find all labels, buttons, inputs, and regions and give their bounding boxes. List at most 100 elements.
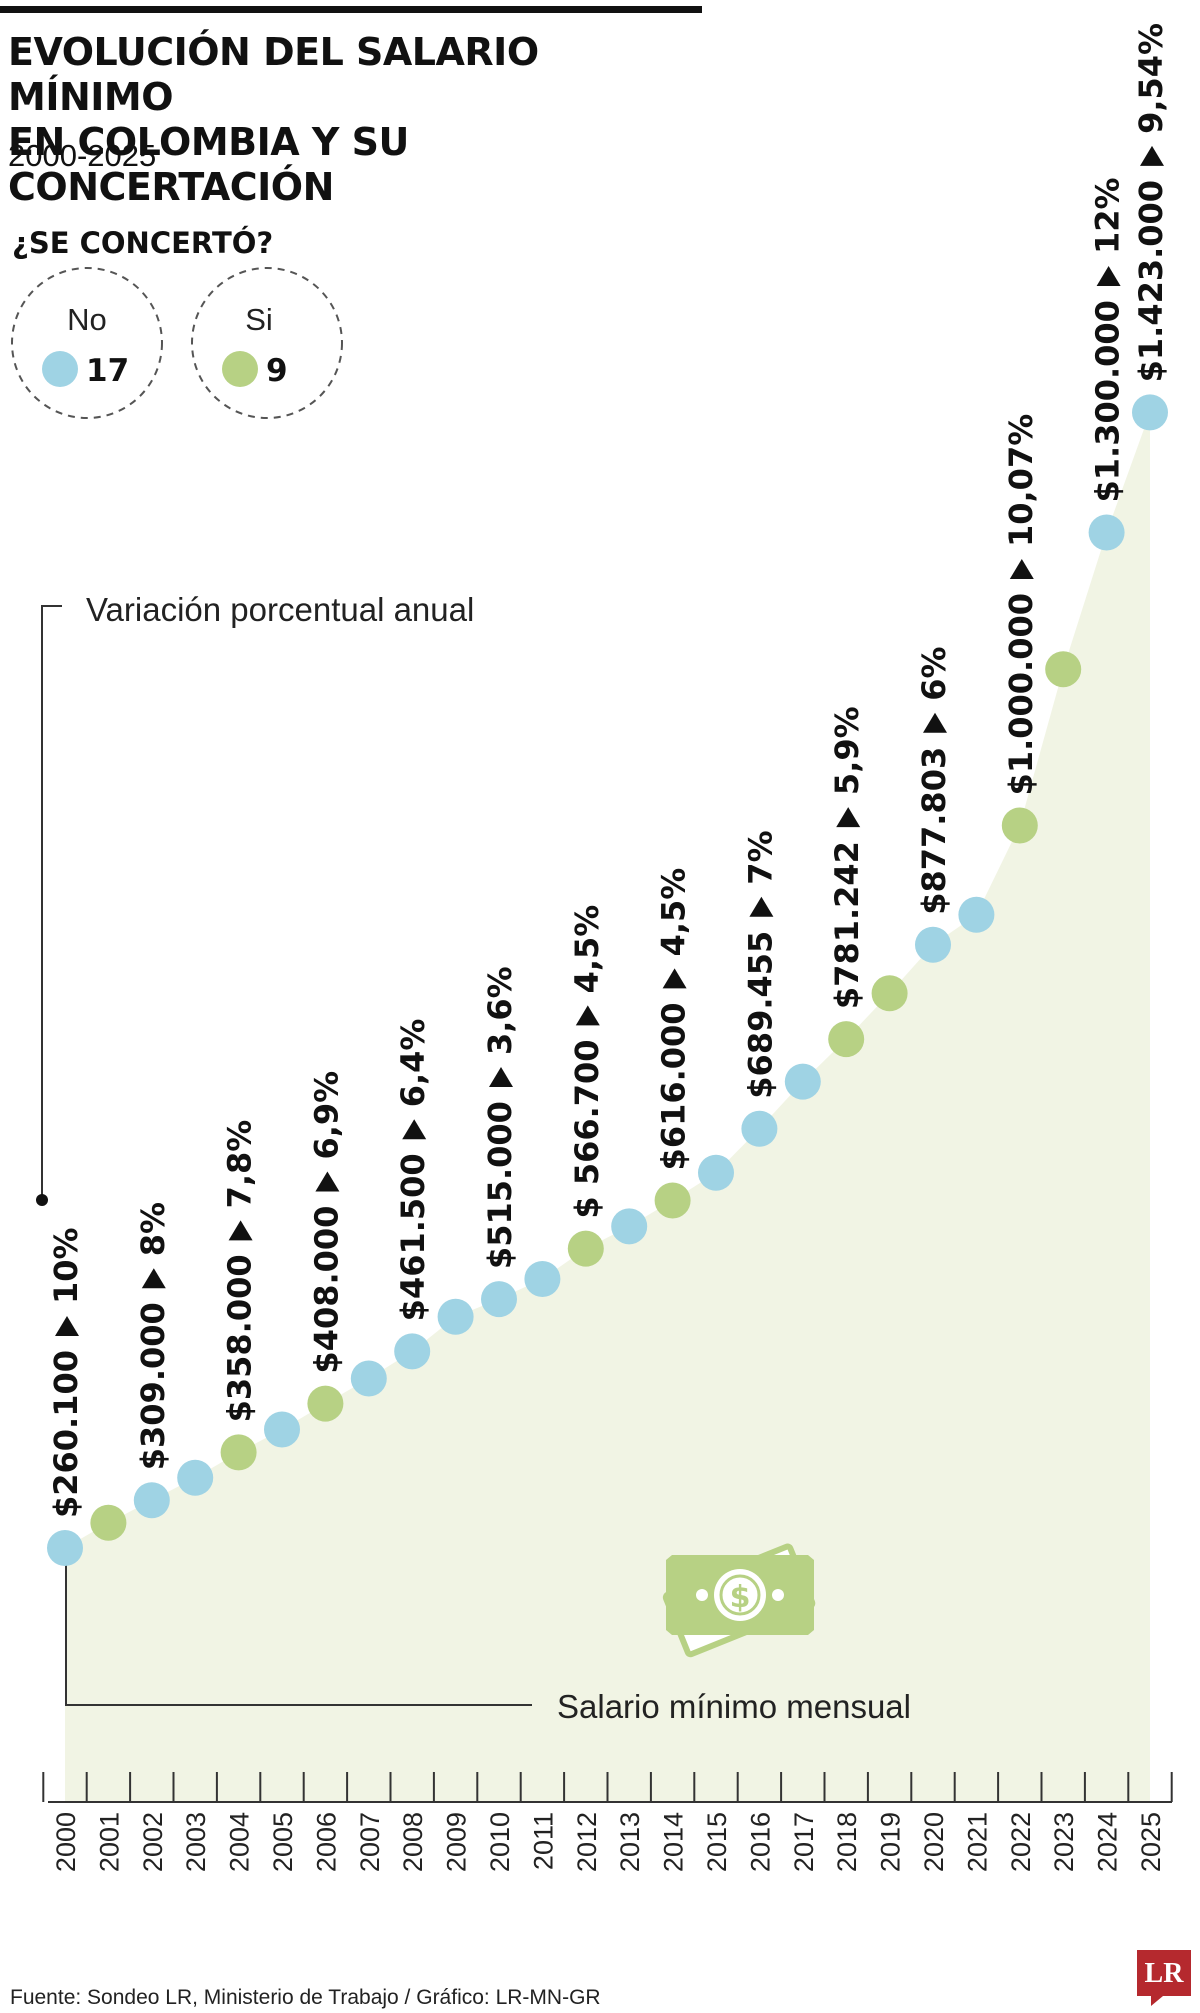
x-tick-label: 2006	[311, 1812, 341, 1872]
increase-arrow-icon	[55, 1315, 79, 1336]
data-point-2017	[784, 1063, 821, 1100]
lr-logo: LR	[1137, 1950, 1191, 2006]
percent-change-label: 10,07%	[1002, 414, 1040, 547]
salary-value-label: $1.423.000	[1132, 180, 1170, 382]
increase-arrow-icon	[315, 1171, 340, 1192]
data-label-2002: $309.000 8%	[134, 1202, 172, 1470]
data-point-2007	[350, 1360, 387, 1397]
percent-change-label: 4,5%	[568, 905, 606, 994]
legend-si-dot	[222, 351, 258, 387]
data-point-2002	[133, 1482, 170, 1519]
x-tick-label: 2005	[268, 1812, 298, 1872]
legend-no-count: 17	[86, 353, 129, 389]
legend-si-count: 9	[266, 353, 288, 389]
data-point-2013	[611, 1208, 648, 1245]
legend-no: No 17	[11, 267, 163, 419]
variation-label: Variación porcentual anual	[86, 591, 474, 628]
x-tick-label: 2003	[181, 1812, 211, 1872]
salary-value-label: $1.000.000	[1002, 593, 1040, 795]
increase-arrow-icon	[141, 1268, 166, 1289]
money-coin-ring	[719, 1574, 761, 1616]
x-tick-label: 2019	[876, 1812, 906, 1872]
x-tick-label: 2015	[702, 1812, 732, 1872]
data-point-2025	[1132, 394, 1168, 431]
x-tick-label: 2024	[1093, 1812, 1123, 1872]
salary-value-label: $515.000	[481, 1101, 519, 1269]
percent-change-label: 9,54%	[1132, 23, 1170, 134]
legend-no-dot	[42, 351, 78, 387]
data-label-2004: $358.000 7,8%	[221, 1120, 259, 1423]
data-point-2006	[307, 1385, 344, 1422]
salary-area	[65, 412, 1150, 1802]
salary-value-label: $260.100	[47, 1350, 85, 1518]
percent-change-label: 7,8%	[221, 1120, 259, 1209]
x-tick-label: 2012	[572, 1812, 602, 1872]
data-point-2001	[90, 1504, 127, 1541]
increase-arrow-icon	[489, 1067, 513, 1088]
percent-change-label: 12%	[1089, 177, 1127, 254]
x-axis-ticks	[42, 1772, 1173, 1802]
increase-arrow-icon	[662, 968, 687, 989]
percent-change-label: 3,6%	[481, 966, 519, 1055]
increase-arrow-icon	[402, 1119, 427, 1140]
percent-change-label: 6%	[915, 646, 953, 700]
increase-arrow-icon	[228, 1220, 253, 1241]
legend-no-outline	[11, 267, 163, 419]
percent-change-label: 8%	[134, 1202, 172, 1256]
x-tick-label: 2014	[659, 1812, 689, 1872]
data-point-2023	[1045, 651, 1082, 688]
data-point-2008	[394, 1333, 431, 1370]
x-axis-labels: 2000 2001 2002 2003 2004 2005 2006 2007 2008 2009…	[51, 1812, 1166, 1872]
percent-change-label: 6,4%	[394, 1019, 432, 1108]
x-tick-label: 2000	[51, 1812, 81, 1872]
legend-title: ¿SE CONCERTÓ?	[12, 226, 274, 260]
title-line-1: EVOLUCIÓN DEL SALARIO MÍNIMO	[8, 30, 539, 119]
chart-title: EVOLUCIÓN DEL SALARIO MÍNIMO EN COLOMBIA…	[8, 30, 708, 210]
x-tick-label: 2018	[832, 1812, 862, 1872]
data-label-2014: $616.000 4,5%	[655, 868, 693, 1171]
data-label-2018: $781.242 5,9%	[828, 706, 866, 1009]
data-point-2018	[828, 1021, 865, 1058]
data-point-2022	[1001, 807, 1038, 844]
variation-leader-dot	[36, 1194, 48, 1206]
data-label-2010: $515.000 3,6%	[481, 966, 519, 1269]
x-tick-label: 2021	[962, 1812, 992, 1872]
salary-annotation: Salario mínimo mensual	[65, 1560, 911, 1725]
increase-arrow-icon	[1009, 559, 1034, 580]
data-point-2005	[264, 1411, 300, 1448]
x-tick-label: 2022	[1006, 1812, 1036, 1872]
x-tick-label: 2020	[919, 1812, 949, 1872]
data-labels: $260.100 10% $309.000 8% $358.000 7,8% $408.00…	[47, 23, 1170, 1518]
money-dot-right	[772, 1589, 784, 1601]
variation-annotation: Variación porcentual anual	[36, 591, 474, 1206]
data-point-2010	[481, 1281, 517, 1318]
data-point-2000	[47, 1530, 83, 1566]
top-rule	[0, 6, 702, 13]
salary-value-label: $309.000	[134, 1302, 172, 1470]
money-icon: $	[662, 1543, 816, 1658]
data-point-2019	[871, 975, 908, 1012]
data-point-2016	[741, 1110, 778, 1147]
money-dot-left	[696, 1589, 708, 1601]
data-point-2020	[915, 926, 951, 963]
data-point-2015	[698, 1154, 734, 1191]
x-tick-label: 2013	[615, 1812, 645, 1872]
x-tick-label: 2007	[355, 1812, 385, 1872]
lr-logo-text: LR	[1144, 1958, 1184, 1989]
data-points	[47, 394, 1168, 1566]
x-tick-label: 2017	[789, 1812, 819, 1872]
salary-value-label: $616.000	[655, 1002, 693, 1170]
increase-arrow-icon	[749, 896, 774, 917]
salary-value-label: $461.500	[394, 1153, 432, 1321]
percent-change-label: 6,9%	[307, 1071, 345, 1160]
legend-si-label: Si	[245, 302, 273, 337]
increase-arrow-icon	[1140, 145, 1164, 166]
data-label-2020: $877.803 6%	[915, 646, 953, 914]
percent-change-label: 7%	[741, 830, 779, 884]
salary-leader-line	[65, 1560, 532, 1706]
x-tick-label: 2001	[94, 1812, 124, 1872]
data-point-2003	[177, 1459, 214, 1496]
data-label-2012: $ 566.700 4,5%	[568, 905, 606, 1219]
x-tick-label: 2008	[398, 1812, 428, 1872]
